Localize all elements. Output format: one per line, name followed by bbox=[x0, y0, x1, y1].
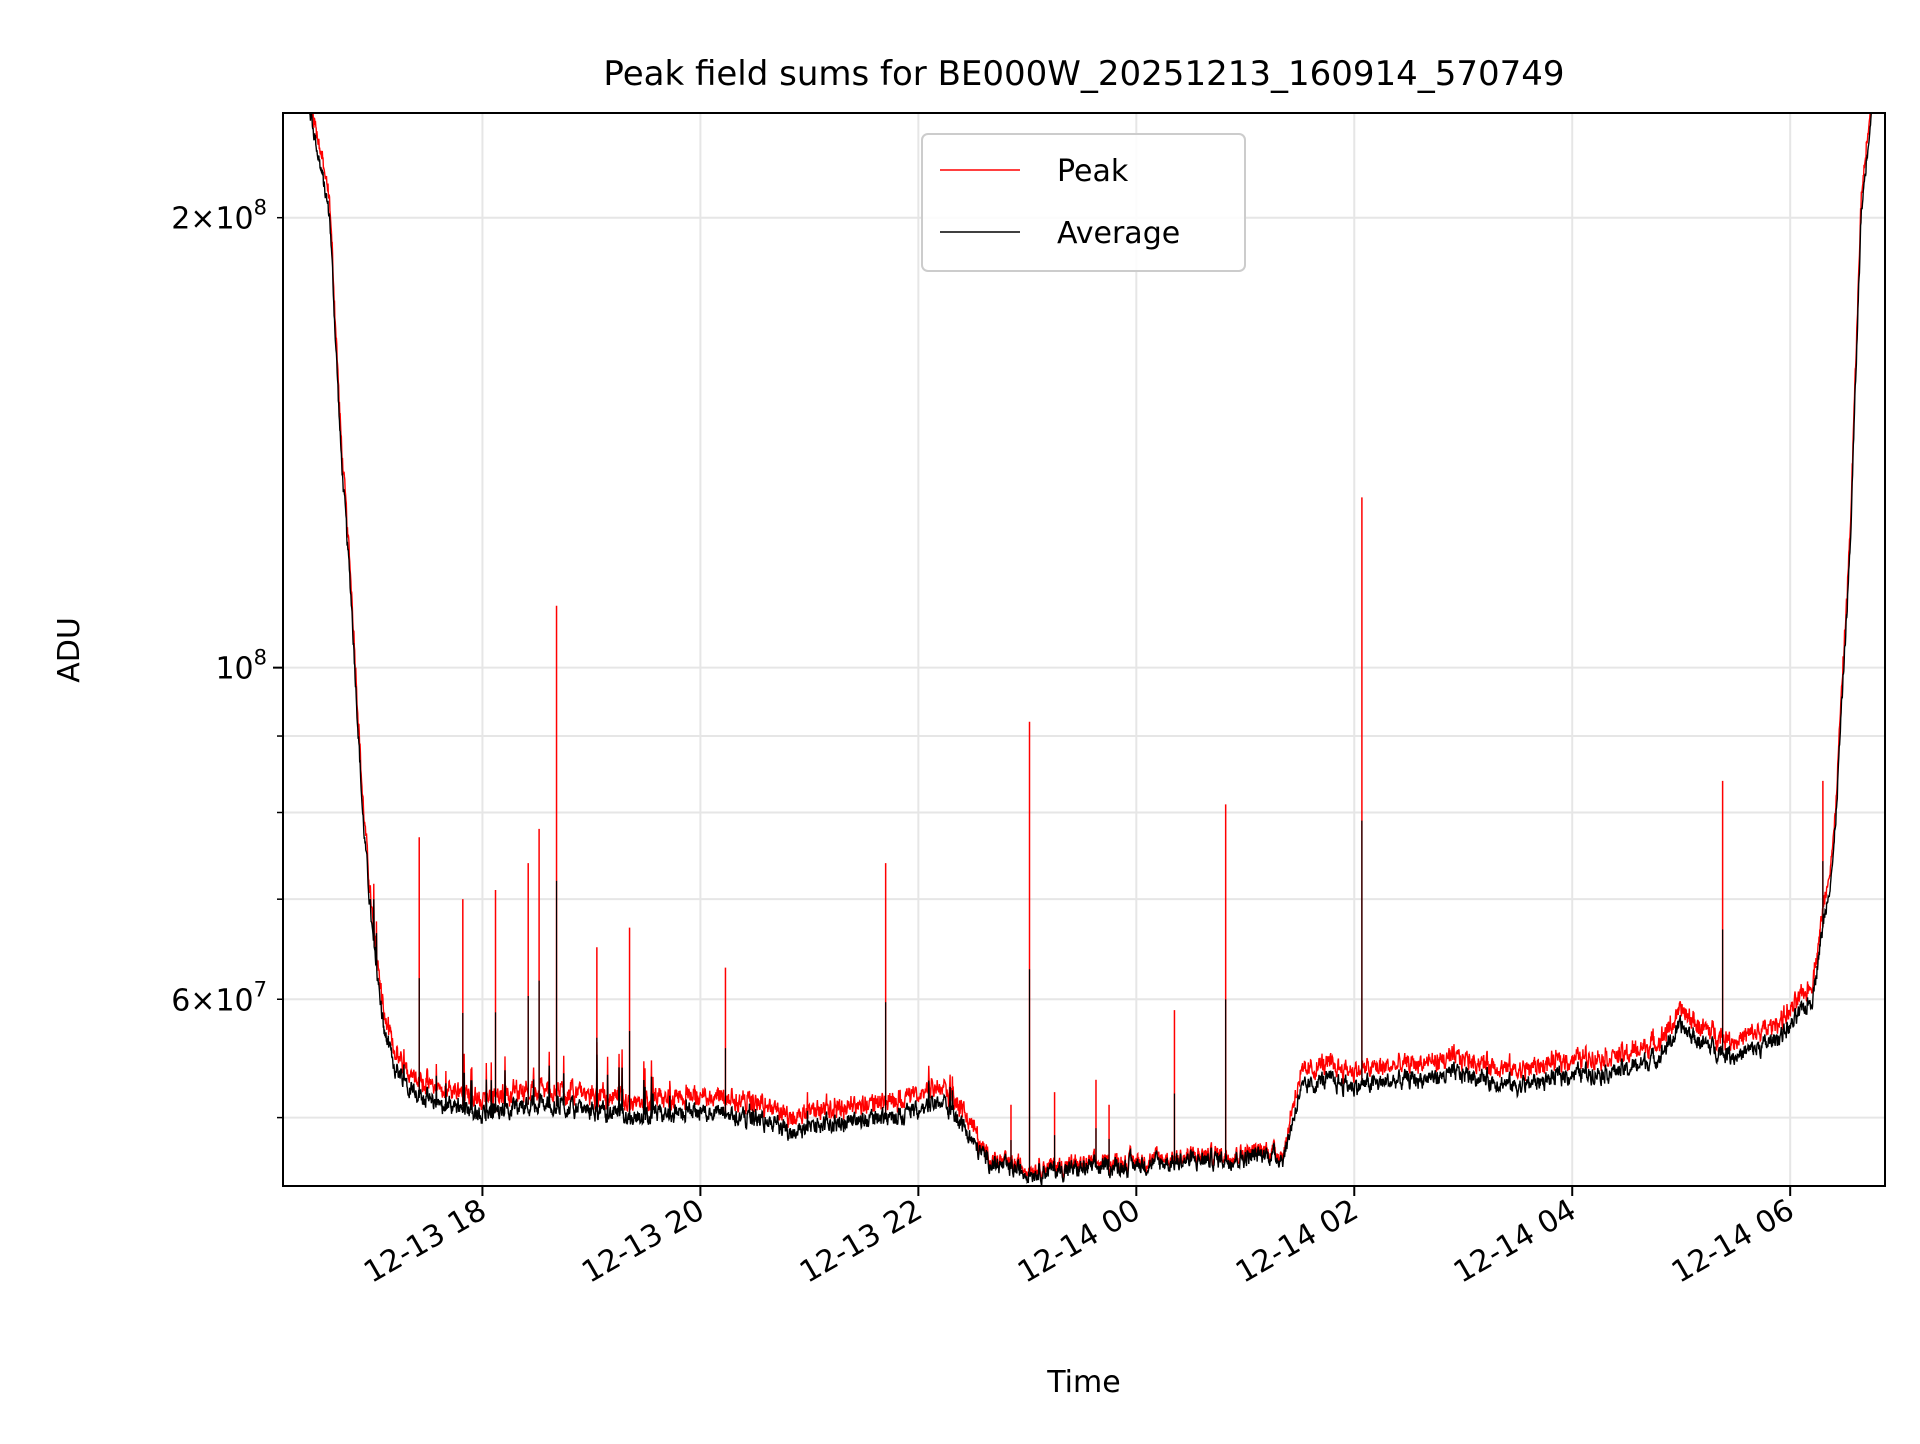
legend-box bbox=[921, 133, 1246, 272]
legend-peak-label: Peak bbox=[1057, 154, 1129, 189]
y-tick-label: 6×107 bbox=[171, 977, 267, 1018]
average-series-line bbox=[283, 113, 1885, 1186]
y-tick-label: 108 bbox=[215, 646, 267, 687]
legend: Peak Average bbox=[921, 133, 1246, 272]
series-layer bbox=[283, 113, 1885, 1186]
y-axis-label: ADU bbox=[52, 617, 87, 683]
legend-average-label: Average bbox=[1057, 216, 1180, 251]
y-tick-label: 2×108 bbox=[171, 196, 267, 237]
x-axis-label: Time bbox=[1046, 1365, 1120, 1400]
plot-frame bbox=[282, 112, 1886, 1187]
chart-title: Peak field sums for BE000W_20251213_1609… bbox=[603, 54, 1564, 94]
